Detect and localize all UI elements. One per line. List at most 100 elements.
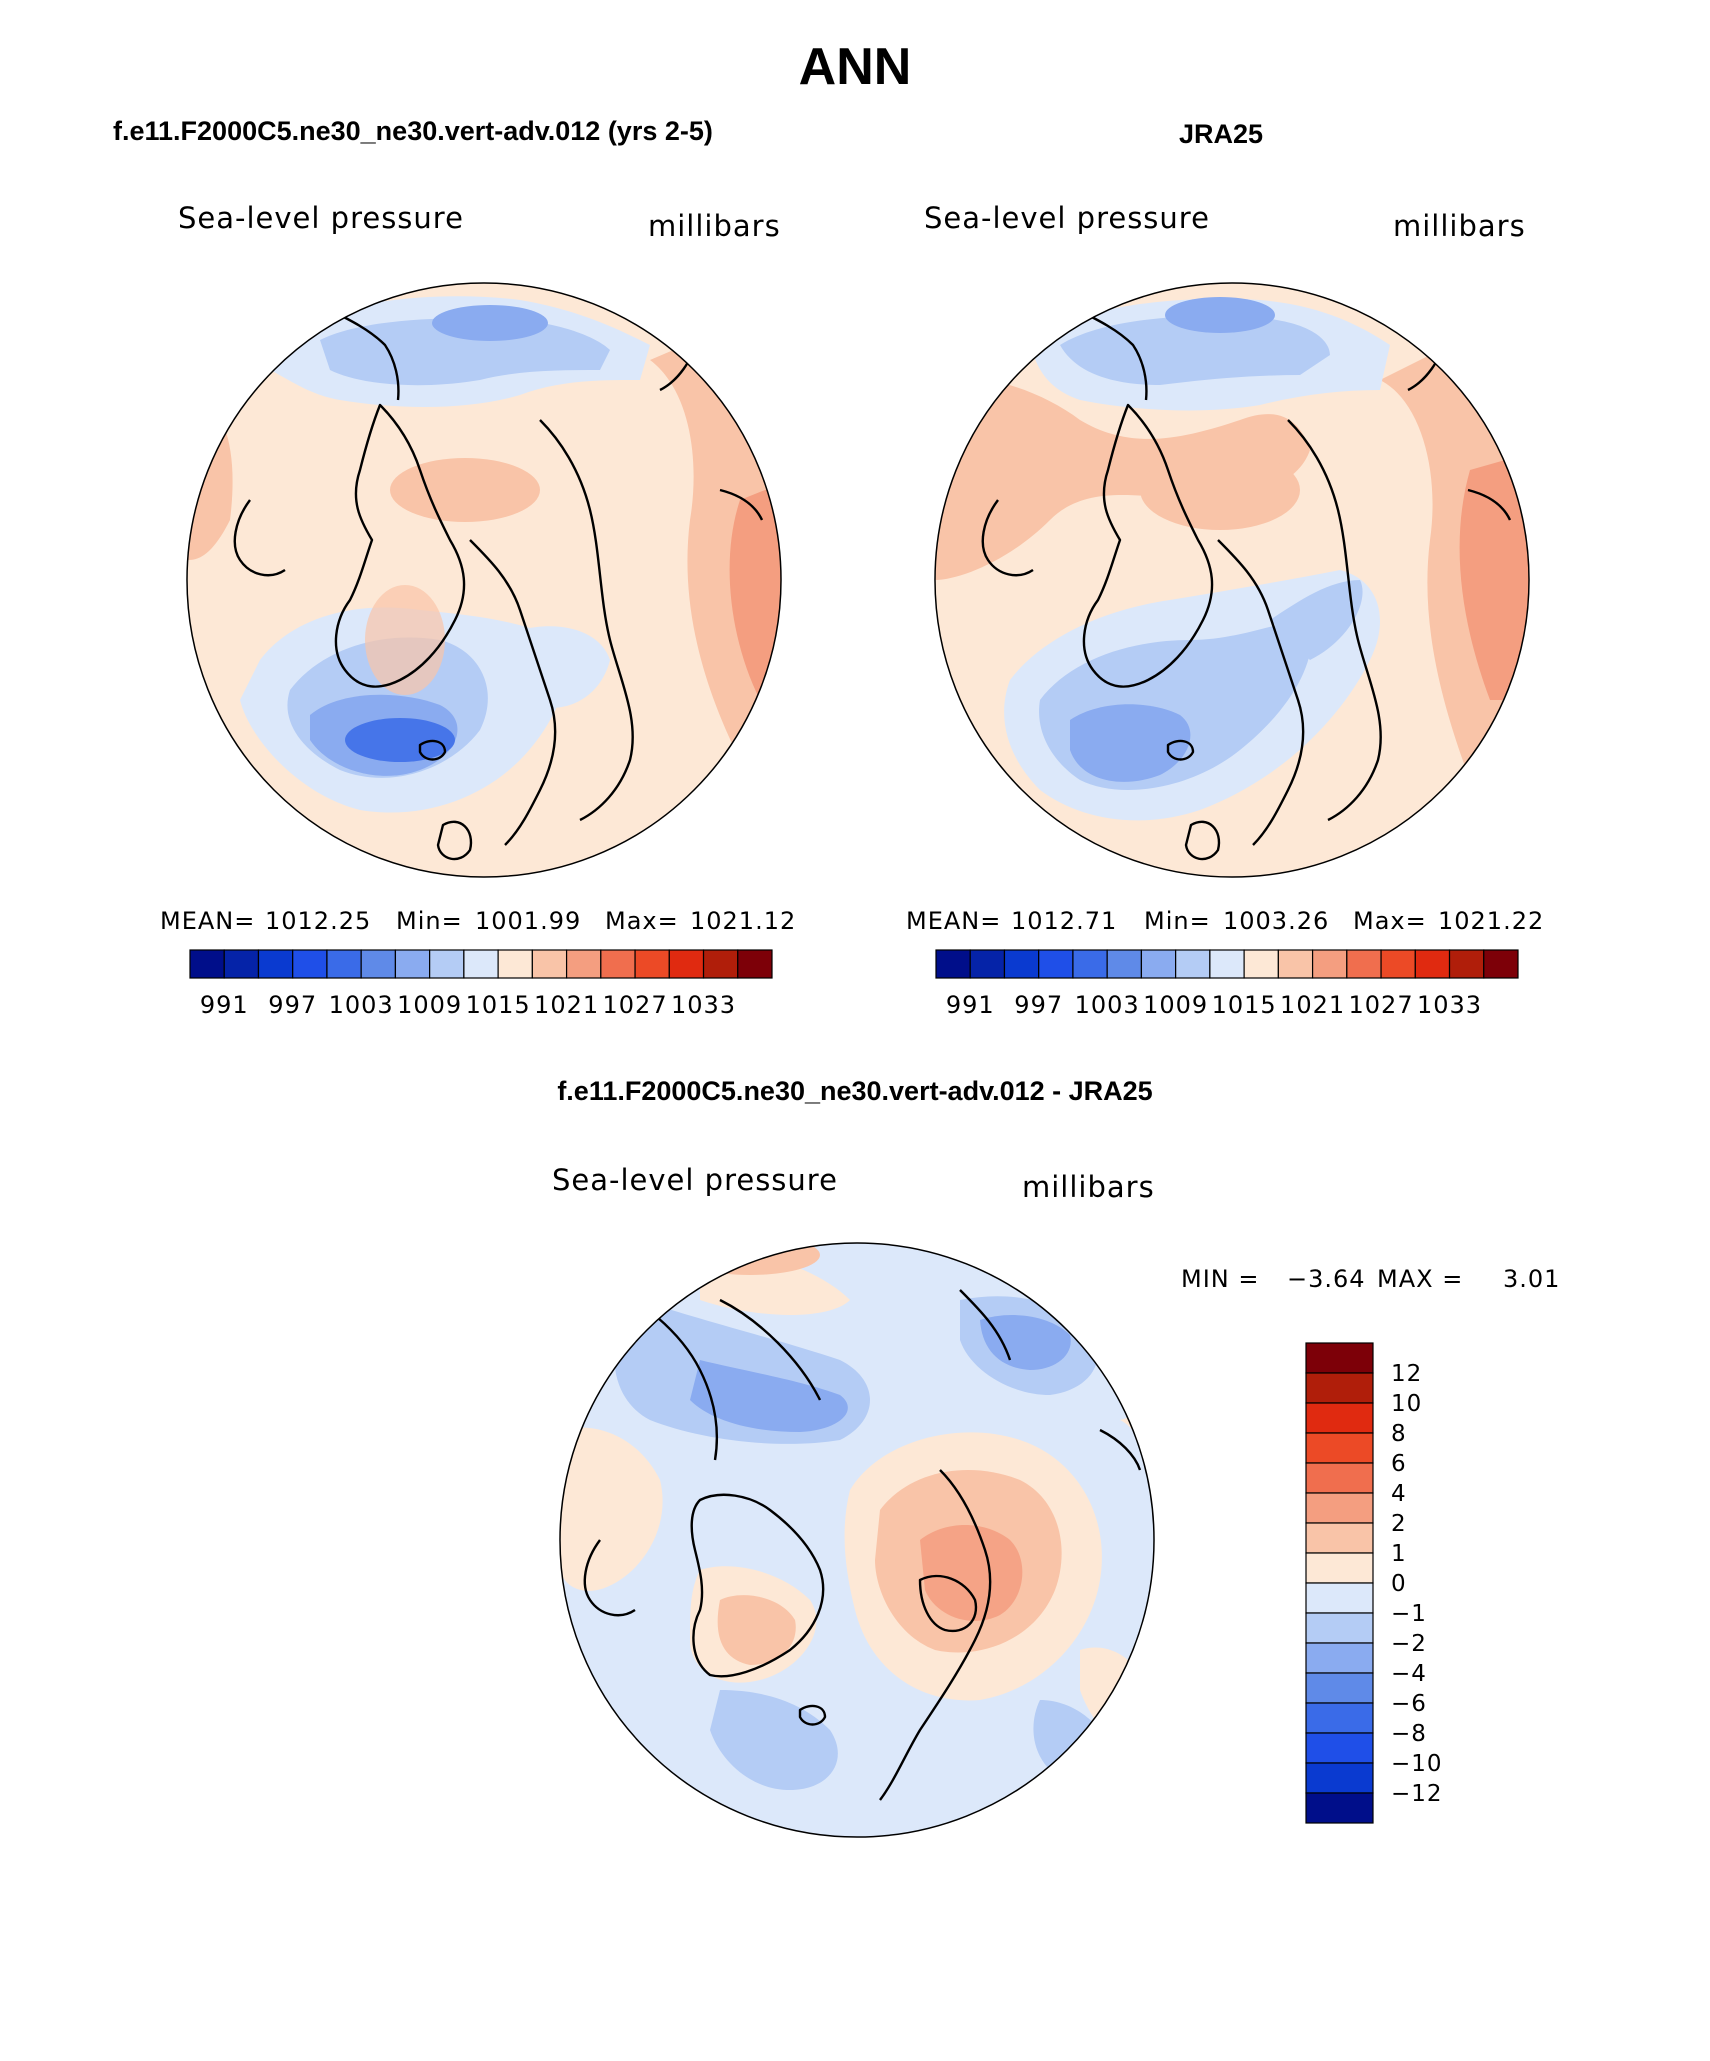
colorbar-tick-label: 991 bbox=[200, 991, 249, 1019]
colorbar-swatch bbox=[1305, 1492, 1374, 1524]
map-obs bbox=[934, 282, 1530, 878]
panel-model-stats: MEAN= 1012.25 Min= 1001.99 Max= 1021.12 bbox=[160, 907, 796, 935]
colorbar-swatch bbox=[1209, 949, 1245, 979]
colorbar-tick-label: −8 bbox=[1391, 1721, 1427, 1747]
colorbar-swatch bbox=[1305, 1432, 1374, 1464]
colorbar-swatch bbox=[257, 949, 294, 979]
panel-diff-variable-label: Sea-level pressure bbox=[552, 1163, 838, 1197]
colorbar-swatch bbox=[1305, 1642, 1374, 1674]
colorbar-tick-label: 991 bbox=[946, 991, 995, 1019]
panel-obs-units-label: millibars bbox=[1393, 209, 1526, 243]
colorbar-swatch bbox=[702, 949, 739, 979]
colorbar-tick-label: 0 bbox=[1391, 1571, 1407, 1597]
colorbar-swatch bbox=[1072, 949, 1108, 979]
panel-model-variable-label: Sea-level pressure bbox=[178, 201, 464, 235]
colorbar-swatch bbox=[1305, 1792, 1374, 1824]
panel-diff-case-title: f.e11.F2000C5.ne30_ne30.vert-adv.012 - J… bbox=[557, 1076, 1152, 1106]
colorbar-tick-label: 1015 bbox=[466, 991, 531, 1019]
colorbar-swatch bbox=[223, 949, 260, 979]
colorbar-tick-label: 2 bbox=[1391, 1511, 1407, 1537]
panel-diff-max-label: MAX = bbox=[1377, 1265, 1463, 1293]
colorbar-swatch bbox=[463, 949, 499, 979]
colorbar-tick-label: 1021 bbox=[534, 991, 599, 1019]
colorbar-tick-label: 997 bbox=[1014, 991, 1063, 1019]
colorbar-tick-label: 1003 bbox=[329, 991, 394, 1019]
colorbar-tick-label: 10 bbox=[1391, 1391, 1422, 1417]
colorbar-swatch bbox=[1311, 949, 1348, 979]
colorbar-swatch bbox=[600, 949, 636, 979]
colorbar-tick-label: 1003 bbox=[1075, 991, 1140, 1019]
colorbar-tick-label: 1027 bbox=[603, 991, 668, 1019]
colorbar-swatch bbox=[292, 949, 328, 979]
panel-model-max-value: 1021.12 bbox=[690, 907, 796, 935]
colorbar-tick-label: 1009 bbox=[397, 991, 462, 1019]
colorbar-tick-label: 1015 bbox=[1212, 991, 1277, 1019]
colorbar-swatch bbox=[1305, 1612, 1374, 1644]
figure-title: ANN bbox=[799, 38, 912, 96]
panel-diff: f.e11.F2000C5.ne30_ne30.vert-adv.012 - J… bbox=[552, 1076, 1560, 1838]
panel-diff-min-label: MIN = bbox=[1181, 1265, 1259, 1293]
panel-model-max-label: Max= bbox=[605, 907, 679, 935]
colorbar-swatch bbox=[1483, 949, 1519, 979]
colorbar-tick-label: 1009 bbox=[1143, 991, 1208, 1019]
panel-obs: JRA25 Sea-level pressure millibars bbox=[906, 119, 1543, 1019]
colorbar-tick-label: −10 bbox=[1391, 1751, 1443, 1777]
colorbar-tick-label: 6 bbox=[1391, 1451, 1407, 1477]
panel-obs-colorbar: 991 997 1003 1009 1015 1021 1027 1033 bbox=[935, 949, 1519, 1019]
colorbar-swatch bbox=[1305, 1342, 1374, 1374]
panel-obs-mean-value: 1012.71 bbox=[1011, 907, 1117, 935]
colorbar-swatch bbox=[737, 949, 773, 979]
colorbar-tick-label: 1 bbox=[1391, 1541, 1407, 1567]
colorbar-tick-label: −4 bbox=[1391, 1661, 1427, 1687]
colorbar-tick-label: 12 bbox=[1391, 1361, 1422, 1387]
colorbar-swatch bbox=[1305, 1522, 1374, 1554]
colorbar-swatch bbox=[1305, 1552, 1374, 1584]
panel-model-mean-label: MEAN= bbox=[160, 907, 255, 935]
panel-model-mean-value: 1012.25 bbox=[265, 907, 371, 935]
colorbar-swatch bbox=[326, 949, 362, 979]
panel-obs-variable-label: Sea-level pressure bbox=[924, 201, 1210, 235]
colorbar-swatch bbox=[935, 949, 971, 979]
panel-model-min-label: Min= bbox=[396, 907, 463, 935]
panel-obs-mean-label: MEAN= bbox=[906, 907, 1001, 935]
colorbar-tick-label: 4 bbox=[1391, 1481, 1407, 1507]
colorbar-tick-label: 1021 bbox=[1280, 991, 1345, 1019]
colorbar-swatch bbox=[531, 949, 568, 979]
panel-diff-stats: MIN = −3.64 MAX = 3.01 bbox=[1181, 1265, 1560, 1293]
panel-diff-units-label: millibars bbox=[1022, 1170, 1155, 1204]
map-diff bbox=[559, 1242, 1155, 1838]
panel-model-units-label: millibars bbox=[648, 209, 781, 243]
panel-diff-min-value: −3.64 bbox=[1287, 1265, 1366, 1293]
colorbar-swatch bbox=[1305, 1702, 1374, 1734]
colorbar-swatch bbox=[1380, 949, 1416, 979]
panel-model: f.e11.F2000C5.ne30_ne30.vert-adv.012 (yr… bbox=[113, 116, 796, 1019]
colorbar-tick-label: −6 bbox=[1391, 1691, 1427, 1717]
panel-model-colorbar: 991 997 1003 1009 1015 1021 1027 1033 bbox=[189, 949, 773, 1019]
colorbar-tick-label: −12 bbox=[1391, 1781, 1443, 1807]
colorbar-swatch bbox=[1305, 1402, 1374, 1434]
colorbar-swatch bbox=[1305, 1672, 1374, 1704]
colorbar-tick-label: 1033 bbox=[1417, 991, 1482, 1019]
colorbar-tick-label: −2 bbox=[1391, 1631, 1427, 1657]
panel-obs-max-label: Max= bbox=[1353, 907, 1427, 935]
colorbar-swatch bbox=[634, 949, 670, 979]
colorbar-swatch bbox=[1243, 949, 1279, 979]
colorbar-swatch bbox=[394, 949, 431, 979]
colorbar-swatch bbox=[1106, 949, 1143, 979]
colorbar-swatch bbox=[1305, 1582, 1374, 1614]
panel-obs-min-label: Min= bbox=[1144, 907, 1211, 935]
colorbar-tick-label: 8 bbox=[1391, 1421, 1407, 1447]
colorbar-swatch bbox=[565, 949, 602, 979]
colorbar-swatch bbox=[1305, 1762, 1374, 1794]
colorbar-tick-label: 997 bbox=[268, 991, 317, 1019]
panel-diff-max-value: 3.01 bbox=[1503, 1265, 1560, 1293]
colorbar-tick-label: −1 bbox=[1391, 1601, 1427, 1627]
panel-model-min-value: 1001.99 bbox=[475, 907, 581, 935]
colorbar-swatch bbox=[189, 949, 225, 979]
colorbar-swatch bbox=[1448, 949, 1485, 979]
colorbar-swatch bbox=[1305, 1732, 1374, 1764]
colorbar-swatch bbox=[969, 949, 1006, 979]
colorbar-swatch bbox=[1003, 949, 1040, 979]
